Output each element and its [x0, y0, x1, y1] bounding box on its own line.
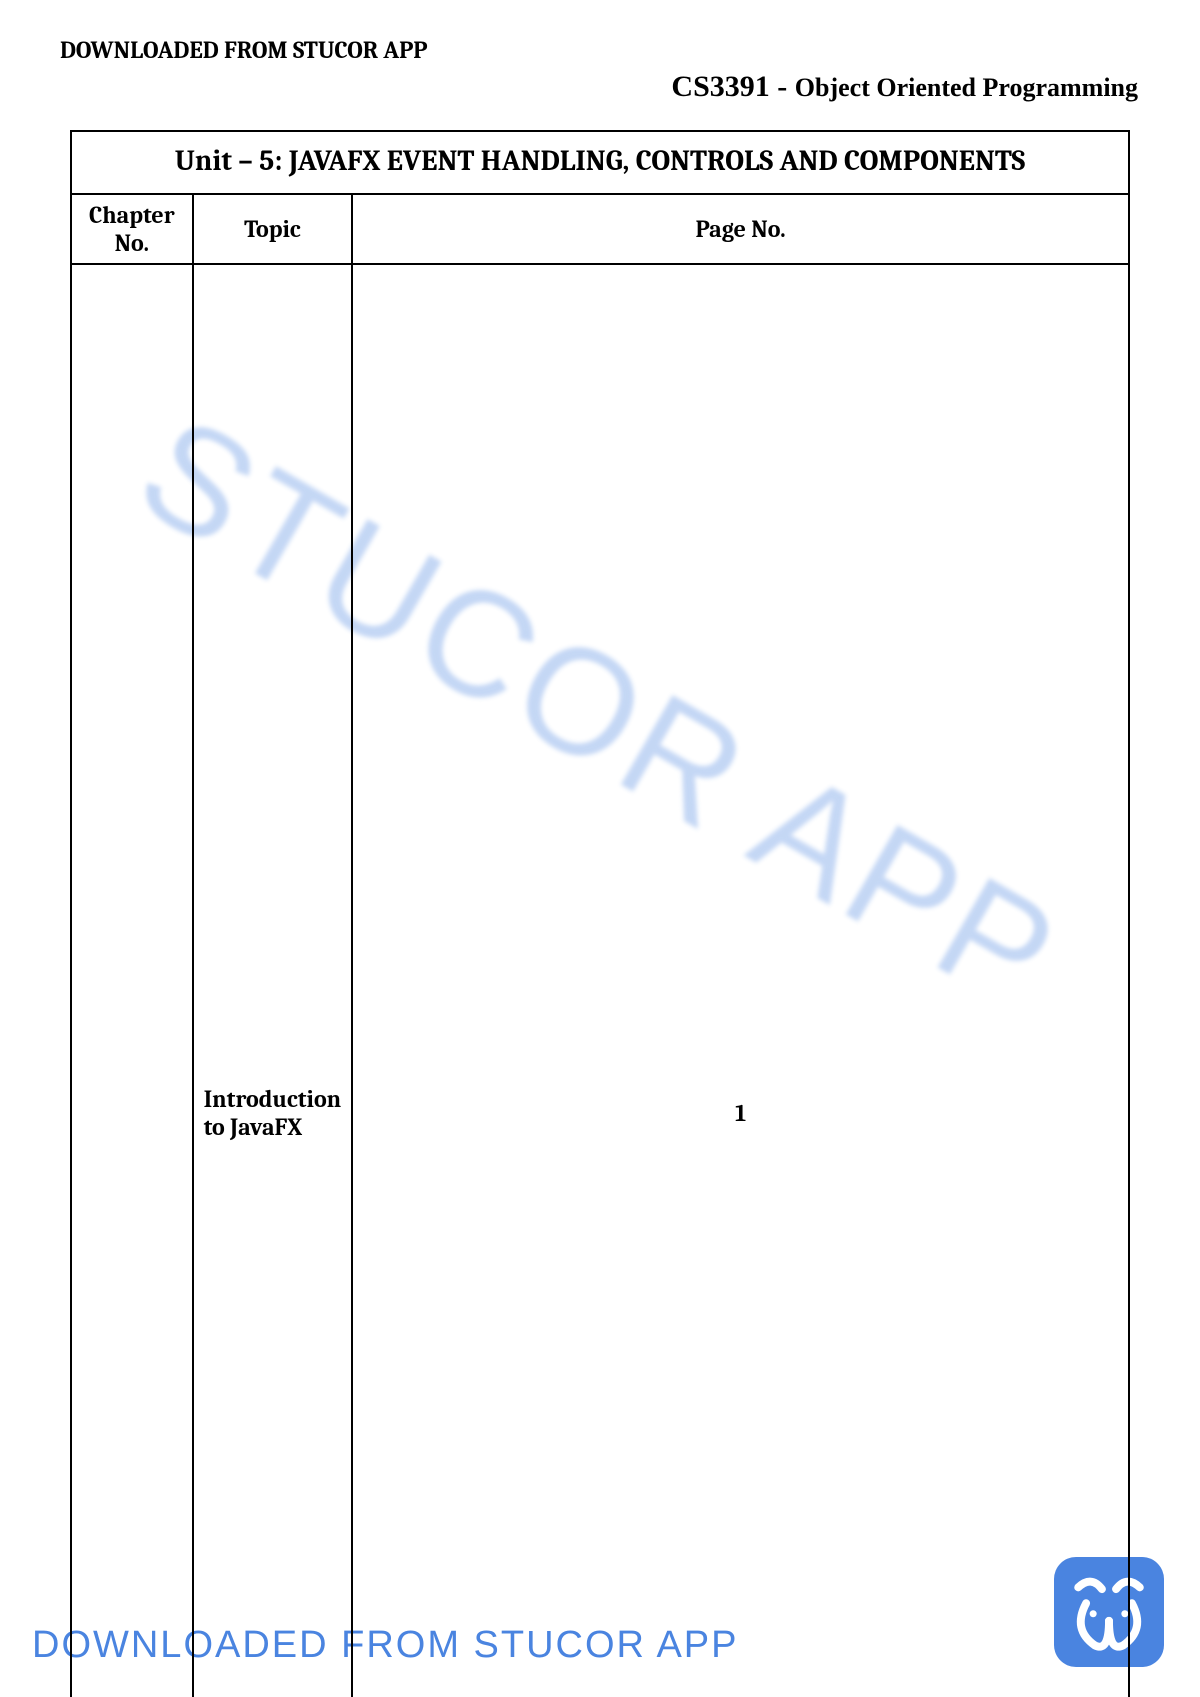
header-course: CS3391 - Object Oriented Programming	[60, 70, 1140, 104]
toc-table: Unit – 5: JAVAFX EVENT HANDLING, CONTROL…	[70, 130, 1130, 1697]
header-download-text: DOWNLOADED FROM STUCOR APP	[60, 36, 1140, 64]
course-title: Object Oriented Programming	[795, 73, 1138, 102]
col-header-topic: Topic	[193, 194, 353, 264]
course-code: CS3391	[671, 70, 769, 103]
topic-cell: Introduction to JavaFX	[193, 264, 353, 1697]
page-cell: 1	[352, 264, 1129, 1697]
course-sep: -	[770, 70, 795, 103]
chapter-cell: 5.1	[71, 264, 193, 1697]
col-header-page: Page No.	[352, 194, 1129, 264]
table-row: 5.1Introduction to JavaFX1	[71, 264, 1129, 1697]
col-header-chapter: Chapter No.	[71, 194, 193, 264]
toc-title: Unit – 5: JAVAFX EVENT HANDLING, CONTROL…	[71, 131, 1129, 194]
